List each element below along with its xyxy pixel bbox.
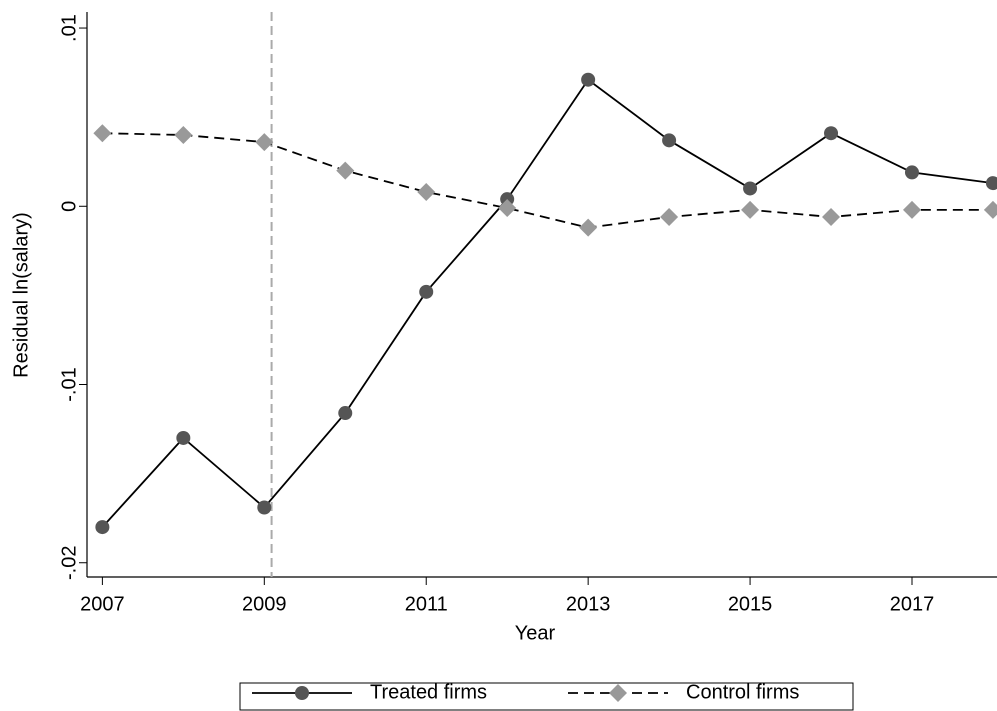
- point: [255, 133, 274, 152]
- point: [498, 199, 517, 218]
- x-tick-label: 2011: [405, 593, 448, 615]
- series-line: [102, 132, 993, 229]
- y-tick-label: 0: [58, 201, 80, 212]
- legend-marker: [295, 686, 309, 700]
- legend-label: Control firms: [686, 681, 799, 703]
- point: [93, 124, 112, 143]
- point: [417, 183, 436, 202]
- legend-label: Treated firms: [370, 681, 487, 703]
- point: [581, 72, 596, 87]
- x-tick-label: 2013: [566, 593, 611, 615]
- point: [743, 181, 758, 196]
- point: [176, 430, 191, 445]
- point: [662, 133, 677, 148]
- point: [95, 520, 110, 535]
- point: [822, 207, 841, 226]
- point: [660, 207, 679, 226]
- x-tick-label: 2017: [890, 593, 935, 615]
- point: [902, 200, 921, 219]
- y-tick-label: -.02: [58, 546, 80, 580]
- point: [741, 200, 760, 219]
- x-tick-label: 2015: [728, 593, 773, 615]
- point: [985, 176, 997, 191]
- point: [338, 406, 353, 421]
- point: [983, 200, 997, 219]
- point: [579, 218, 598, 237]
- legend-box: [239, 682, 854, 711]
- x-tick-label: 2007: [80, 593, 125, 615]
- point: [419, 284, 434, 299]
- x-tick-label: 2009: [242, 593, 287, 615]
- series-line: [101, 78, 994, 528]
- point: [174, 125, 193, 144]
- point: [904, 165, 919, 180]
- y-axis-title: Residual ln(salary): [10, 212, 32, 378]
- x-axis-title: Year: [515, 622, 556, 644]
- point: [824, 126, 839, 141]
- y-tick-label: .01: [58, 14, 80, 42]
- point: [257, 500, 272, 515]
- point: [336, 161, 355, 180]
- legend-marker: [609, 684, 627, 702]
- y-tick-label: -.01: [58, 367, 80, 401]
